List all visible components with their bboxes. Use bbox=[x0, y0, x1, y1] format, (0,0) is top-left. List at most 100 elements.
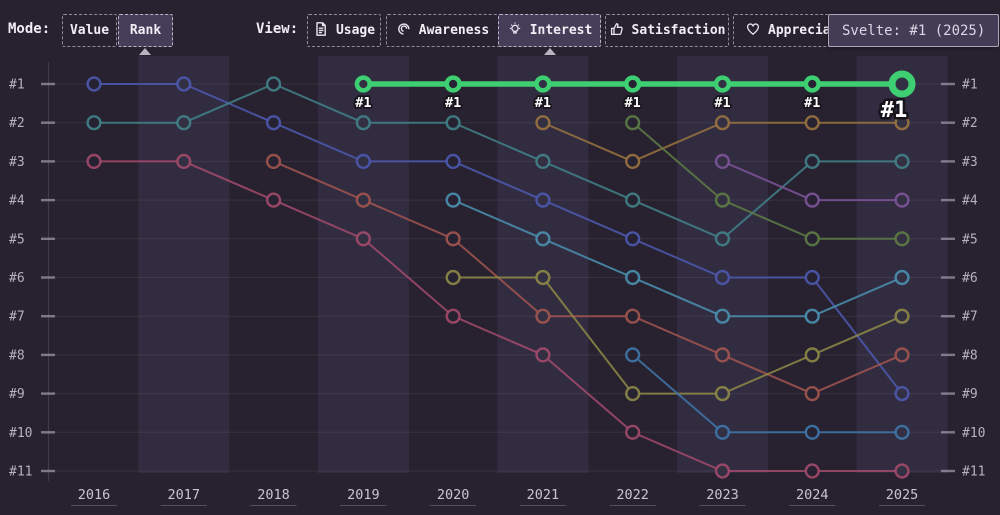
series-point-svelte-2020[interactable] bbox=[444, 75, 462, 93]
series-point-teal-2019[interactable] bbox=[355, 115, 371, 131]
series-point-teal-2018[interactable] bbox=[265, 76, 282, 92]
series-point-darkgreen-2024[interactable] bbox=[804, 231, 820, 247]
mode-button-value[interactable]: Value bbox=[62, 14, 117, 47]
series-point-indigo-2022[interactable] bbox=[625, 231, 641, 247]
series-point-darkgreen-2023[interactable] bbox=[714, 192, 731, 208]
series-point-darkgreen-2025[interactable] bbox=[894, 231, 910, 247]
series-point-cyan-2021[interactable] bbox=[535, 231, 551, 247]
year-label-2021[interactable]: 2021 bbox=[527, 487, 560, 503]
series-point-cyan-2025[interactable] bbox=[894, 269, 910, 286]
series-point-amber-2023[interactable] bbox=[714, 115, 731, 131]
series-point-steelblue-2024[interactable] bbox=[804, 424, 820, 440]
year-label-2019[interactable]: 2019 bbox=[347, 487, 380, 503]
series-point-indigo-2024[interactable] bbox=[804, 269, 820, 286]
series-point-svelte-2021[interactable] bbox=[534, 75, 552, 93]
series-point-crimson-2024[interactable] bbox=[804, 463, 820, 479]
series-point-purple-2023[interactable] bbox=[714, 153, 731, 170]
series-point-brick-2021[interactable] bbox=[535, 308, 551, 324]
series-line-steelblue[interactable] bbox=[632, 354, 903, 434]
view-tab-interest[interactable]: Interest bbox=[498, 14, 601, 47]
series-point-crimson-2021[interactable] bbox=[535, 347, 551, 363]
series-line-brick[interactable] bbox=[273, 160, 903, 395]
series-point-brick-2023[interactable] bbox=[714, 347, 731, 363]
series-point-cyan-2024[interactable] bbox=[804, 308, 820, 324]
series-point-brick-2024[interactable] bbox=[804, 386, 820, 402]
series-point-olive-2023[interactable] bbox=[714, 386, 731, 402]
point-label-svelte-2019: #1 bbox=[355, 95, 371, 111]
series-point-amber-2024[interactable] bbox=[804, 115, 820, 131]
series-point-svelte-2025[interactable] bbox=[888, 70, 916, 98]
year-label-2024[interactable]: 2024 bbox=[796, 487, 829, 503]
series-point-teal-2024[interactable] bbox=[804, 153, 820, 170]
series-point-crimson-2019[interactable] bbox=[355, 231, 371, 247]
series-point-crimson-2025[interactable] bbox=[894, 463, 910, 479]
series-point-brick-2018[interactable] bbox=[265, 153, 282, 170]
mode-button-rank[interactable]: Rank bbox=[118, 14, 173, 47]
year-label-2020[interactable]: 2020 bbox=[437, 487, 470, 503]
series-point-olive-2022[interactable] bbox=[625, 386, 641, 402]
series-point-teal-2020[interactable] bbox=[445, 115, 461, 131]
series-line-cyan[interactable] bbox=[452, 199, 903, 318]
selected-view-caret-icon bbox=[544, 48, 556, 55]
series-point-olive-2020[interactable] bbox=[445, 269, 461, 286]
series-point-crimson-2018[interactable] bbox=[265, 192, 282, 208]
series-point-steelblue-2023[interactable] bbox=[714, 424, 731, 440]
year-label-2022[interactable]: 2022 bbox=[616, 487, 649, 503]
series-point-svelte-2022[interactable] bbox=[624, 75, 642, 93]
series-point-brick-2025[interactable] bbox=[894, 347, 910, 363]
series-point-olive-2024[interactable] bbox=[804, 347, 820, 363]
series-point-indigo-2020[interactable] bbox=[445, 153, 461, 170]
series-line-teal[interactable] bbox=[94, 82, 903, 240]
year-label-2017[interactable]: 2017 bbox=[168, 487, 201, 503]
view-tab-usage[interactable]: Usage bbox=[307, 14, 381, 47]
series-point-crimson-2023[interactable] bbox=[714, 463, 731, 479]
series-line-crimson[interactable] bbox=[94, 160, 903, 472]
series-point-crimson-2022[interactable] bbox=[625, 424, 641, 440]
series-point-amber-2025[interactable] bbox=[894, 115, 910, 131]
year-label-2025[interactable]: 2025 bbox=[886, 487, 919, 503]
series-line-darkgreen[interactable] bbox=[632, 121, 903, 240]
series-point-svelte-2023[interactable] bbox=[713, 75, 732, 93]
series-point-teal-2025[interactable] bbox=[894, 153, 910, 170]
series-point-svelte-2019[interactable] bbox=[354, 75, 372, 93]
series-point-indigo-2017[interactable] bbox=[176, 76, 192, 92]
series-point-indigo-2019[interactable] bbox=[355, 153, 371, 170]
series-point-olive-2025[interactable] bbox=[894, 308, 910, 324]
series-point-indigo-2023[interactable] bbox=[714, 269, 731, 286]
rank-label-right-5: #5 bbox=[962, 232, 978, 247]
series-point-crimson-2017[interactable] bbox=[176, 153, 192, 170]
year-label-2023[interactable]: 2023 bbox=[706, 487, 739, 503]
series-point-amber-2022[interactable] bbox=[625, 153, 641, 170]
series-point-indigo-2025[interactable] bbox=[894, 386, 910, 402]
series-point-indigo-2018[interactable] bbox=[265, 115, 282, 131]
series-point-svelte-2024[interactable] bbox=[803, 75, 821, 93]
series-point-cyan-2020[interactable] bbox=[445, 192, 461, 208]
series-point-olive-2021[interactable] bbox=[535, 269, 551, 286]
series-point-cyan-2022[interactable] bbox=[625, 269, 641, 286]
view-tab-satisfaction[interactable]: Satisfaction bbox=[605, 14, 729, 47]
series-point-darkgreen-2022[interactable] bbox=[625, 115, 641, 131]
series-point-purple-2025[interactable] bbox=[894, 192, 910, 208]
series-point-amber-2021[interactable] bbox=[535, 115, 551, 131]
series-point-steelblue-2025[interactable] bbox=[894, 424, 910, 440]
series-point-crimson-2020[interactable] bbox=[445, 308, 461, 324]
series-point-crimson-2016[interactable] bbox=[86, 153, 102, 170]
series-point-teal-2022[interactable] bbox=[625, 192, 641, 208]
series-point-steelblue-2022[interactable] bbox=[625, 347, 641, 363]
series-point-purple-2024[interactable] bbox=[804, 192, 820, 208]
series-point-indigo-2021[interactable] bbox=[535, 192, 551, 208]
series-point-indigo-2016[interactable] bbox=[86, 76, 102, 92]
series-point-teal-2023[interactable] bbox=[714, 231, 731, 247]
series-point-teal-2021[interactable] bbox=[535, 153, 551, 170]
series-point-teal-2016[interactable] bbox=[86, 115, 102, 131]
year-label-2018[interactable]: 2018 bbox=[257, 487, 290, 503]
series-point-brick-2022[interactable] bbox=[625, 308, 641, 324]
series-point-cyan-2023[interactable] bbox=[714, 308, 731, 324]
series-point-brick-2020[interactable] bbox=[445, 231, 461, 247]
view-tab-awareness[interactable]: Awareness bbox=[386, 14, 499, 47]
series-point-brick-2019[interactable] bbox=[355, 192, 371, 208]
series-point-teal-2017[interactable] bbox=[176, 115, 192, 131]
year-label-2016[interactable]: 2016 bbox=[78, 487, 111, 503]
